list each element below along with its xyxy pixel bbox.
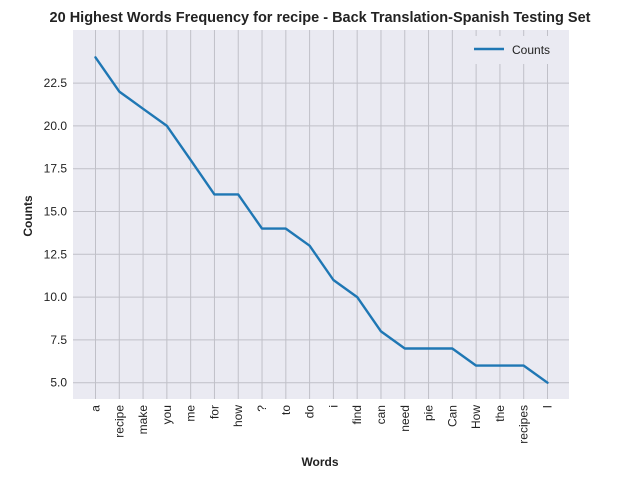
x-tick-label: Can	[445, 405, 459, 427]
x-tick-label: How	[469, 405, 483, 429]
x-tick-label: for	[207, 405, 221, 419]
legend-label-counts: Counts	[512, 43, 550, 57]
x-tick-label: recipe	[112, 405, 126, 438]
y-tick-label: 12.5	[44, 247, 68, 261]
x-tick-label: the	[493, 405, 507, 422]
x-tick-label: can	[374, 405, 388, 424]
series-line-counts	[94, 56, 549, 384]
chart-title: 20 Highest Words Frequency for recipe - …	[50, 10, 591, 26]
y-axis-label: Counts	[21, 195, 35, 237]
x-tick-label: to	[279, 405, 293, 415]
x-tick-label: you	[160, 405, 174, 424]
grid-lines	[73, 30, 569, 399]
x-axis-label: Words	[301, 455, 338, 469]
y-tick-label: 22.5	[44, 76, 68, 90]
x-tick-label: pie	[422, 405, 436, 421]
x-axis-ticks: a recipe make you me for how? to do i find can need p…	[89, 405, 555, 444]
y-axis-ticks: 5.0 7.5 10.0 12.5 15.0 17.5 20.0 22.5	[44, 76, 68, 390]
legend: Counts	[466, 36, 562, 64]
x-tick-label: i	[326, 405, 340, 408]
x-tick-label: need	[398, 405, 412, 432]
y-tick-label: 10.0	[44, 290, 68, 304]
x-tick-label: how	[231, 405, 245, 427]
y-tick-label: 20.0	[44, 119, 68, 133]
y-tick-label: 17.5	[44, 162, 68, 176]
y-tick-label: 5.0	[50, 376, 67, 390]
y-tick-label: 15.0	[44, 205, 68, 219]
x-tick-label: me	[184, 405, 198, 422]
x-tick-label: a	[89, 405, 103, 412]
y-tick-label: 7.5	[50, 333, 67, 347]
x-tick-label: make	[136, 405, 150, 435]
x-tick-label: ?	[255, 405, 269, 412]
x-tick-label: I	[541, 405, 555, 408]
x-tick-label: do	[303, 405, 317, 419]
plot-area	[73, 30, 569, 399]
x-tick-label: recipes	[517, 405, 531, 444]
x-tick-label: find	[350, 405, 364, 424]
